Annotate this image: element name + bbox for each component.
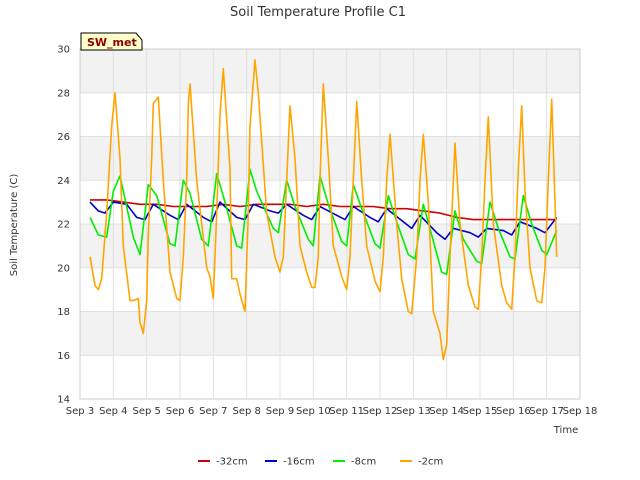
y-tick-label: 26 (57, 132, 70, 143)
x-axis-label: Time (553, 425, 578, 436)
y-tick-label: 18 (57, 307, 70, 318)
y-tick-label: 20 (57, 263, 70, 274)
x-tick-label: Sep 9 (266, 406, 294, 417)
station-badge-shape (80, 32, 143, 51)
legend-label: -32cm (216, 457, 248, 468)
x-axis-ticks: Sep 3 Sep 4 Sep 5 Sep 6 Sep 7 Sep 8 Sep 9 Sep 1… (66, 406, 598, 417)
chart-title: Soil Temperature Profile C1 (230, 5, 406, 20)
x-tick-label: Sep 6 (166, 406, 194, 417)
plot-frame (79, 48, 581, 400)
station-badge: SW_met (80, 32, 143, 51)
plot-band (80, 49, 580, 93)
x-tick-label: Sep 13 (396, 406, 431, 417)
x-tick-label: Sep 15 (463, 406, 498, 417)
series-lines (89, 59, 558, 361)
y-tick-label: 22 (57, 220, 70, 231)
x-tick-label: Sep 18 (563, 406, 598, 417)
legend-label: -16cm (283, 457, 315, 468)
legend: -32cm -16cm -8cm -2cm (198, 457, 443, 468)
x-tick-label: Sep 16 (496, 406, 531, 417)
station-badge-label: SW_met (87, 36, 137, 49)
legend-label: -2cm (418, 457, 443, 468)
x-tick-label: Sep 10 (296, 406, 331, 417)
x-tick-label: Sep 4 (99, 406, 127, 417)
y-tick-label: 16 (57, 351, 70, 362)
plot-band (80, 136, 580, 181)
x-tick-label: Sep 3 (66, 406, 94, 417)
y-tick-label: 30 (57, 45, 70, 56)
x-tick-label: Sep 14 (429, 406, 464, 417)
x-tick-label: Sep 7 (199, 406, 227, 417)
x-tick-label: Sep 8 (232, 406, 260, 417)
x-tick-label: Sep 5 (132, 406, 160, 417)
series-line-minus-2cm (89, 59, 558, 361)
y-tick-label: 28 (57, 88, 70, 99)
y-tick-label: 14 (57, 395, 70, 406)
x-tick-label: Sep 11 (329, 406, 364, 417)
plot-band (80, 311, 580, 356)
series-line-minus-32cm (90, 199, 557, 221)
legend-label: -8cm (351, 457, 376, 468)
x-tick-label: Sep 17 (529, 406, 564, 417)
y-axis-label: Soil Temperature (C) (9, 174, 20, 277)
y-tick-label: 24 (57, 176, 70, 187)
y-axis-ticks: 14 16 18 20 22 24 26 28 30 (57, 45, 70, 406)
x-tick-label: Sep 12 (363, 406, 398, 417)
